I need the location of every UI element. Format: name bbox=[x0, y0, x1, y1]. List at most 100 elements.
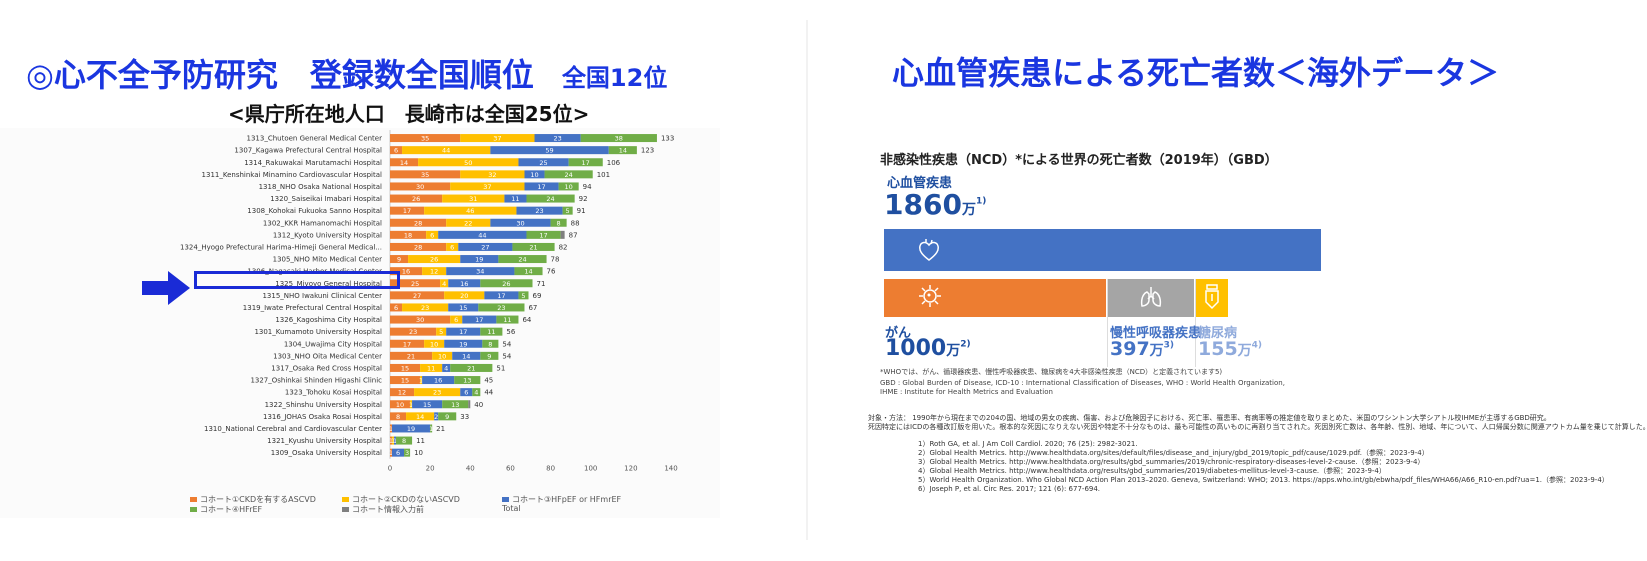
legend-label: コホート情報入力前 bbox=[352, 505, 424, 514]
legend-item: Total bbox=[502, 504, 521, 513]
bar-value-label: 23 bbox=[497, 304, 505, 312]
bar-segment bbox=[498, 255, 547, 264]
bar-value-label: 17 bbox=[582, 159, 590, 167]
bar-value-label: 46 bbox=[466, 207, 474, 215]
cvd-label: 心血管疾患 bbox=[887, 176, 953, 191]
bar-value-label: 1 bbox=[409, 401, 413, 409]
category-label: 1309_Osaka University Hospital bbox=[271, 449, 382, 457]
bar-segment bbox=[420, 376, 423, 385]
respiratory-block bbox=[1108, 279, 1194, 317]
category-label: 1314_Rakuwakai Marutamachi Hospital bbox=[244, 159, 382, 167]
bar-value-label: 11 bbox=[427, 364, 435, 372]
bar-segment bbox=[402, 146, 491, 155]
bar-value-label: 17 bbox=[537, 183, 545, 191]
legend-swatch bbox=[502, 497, 509, 502]
legend-label: コホート④HFrEF bbox=[200, 505, 263, 514]
bar-value-label: 23 bbox=[433, 389, 441, 397]
bar-segment bbox=[468, 400, 471, 409]
category-label: 1318_NHO Osaka National Hospital bbox=[259, 183, 382, 191]
bar-segment bbox=[534, 134, 581, 143]
bar-segment bbox=[440, 279, 449, 288]
category-label: 1323_Tohoku Kosai Hospital bbox=[285, 389, 382, 397]
bar-value-label: 6 bbox=[454, 316, 458, 324]
bar-value-label: 1 bbox=[419, 377, 423, 385]
total-label: 92 bbox=[579, 195, 588, 203]
bar-segment bbox=[390, 267, 423, 276]
cvd-number: 1860 bbox=[884, 188, 962, 221]
bar-segment bbox=[418, 158, 519, 167]
category-label: 1302_KKR Hamanomachi Hospital bbox=[263, 219, 382, 227]
bar-value-label: 1 bbox=[429, 425, 433, 433]
registration-chart-area: 1313_Chutoen General Medical Center 35 37 2… bbox=[0, 128, 720, 518]
bar-segment bbox=[390, 230, 427, 239]
category-label: 1304_Uwajima City Hospital bbox=[284, 340, 382, 348]
bar-value-label: 17 bbox=[497, 292, 505, 300]
bar-segment bbox=[390, 448, 393, 457]
cancer-cell-icon bbox=[919, 285, 941, 307]
bar-value-label: 4 bbox=[442, 280, 446, 288]
x-tick-label: 140 bbox=[664, 465, 677, 473]
bar-value-label: 17 bbox=[403, 207, 411, 215]
bar-value-label: 15 bbox=[401, 364, 409, 372]
bar-value-label: 14 bbox=[619, 147, 627, 155]
respiratory-ref: 3) bbox=[1163, 340, 1175, 351]
total-label: 94 bbox=[583, 183, 592, 191]
total-label: 88 bbox=[571, 219, 580, 227]
bar-segment bbox=[460, 134, 535, 143]
bar-value-label: 25 bbox=[539, 159, 547, 167]
heart-icon bbox=[919, 239, 939, 261]
bar-value-label: 8 bbox=[396, 413, 400, 421]
bar-segment bbox=[390, 146, 403, 155]
bar-segment bbox=[480, 351, 499, 360]
right-slide-title: 心血管疾患による死亡者数＜海外データ＞ bbox=[892, 54, 1500, 92]
x-tick-label: 0 bbox=[388, 465, 392, 473]
cvd-ref: 1) bbox=[975, 196, 987, 207]
cancer-label: がん bbox=[885, 326, 912, 341]
bar-value-label: 20 bbox=[460, 292, 468, 300]
reference-item: 6）Joseph P, et al. Circ Res. 2017; 121 (… bbox=[918, 485, 1101, 493]
bar-value-label: 10 bbox=[396, 401, 404, 409]
bar-segment bbox=[434, 412, 439, 421]
bar-value-label: 12 bbox=[430, 268, 438, 276]
category-label: 1313_Chutoen General Medical Center bbox=[247, 135, 383, 143]
bar-value-label: 37 bbox=[493, 135, 501, 143]
legend-swatch bbox=[342, 497, 349, 502]
left-title-text: ◎心不全予防研究 登録数全国順位 bbox=[26, 56, 534, 94]
bar-value-label: 1 bbox=[389, 449, 393, 457]
bar-segment bbox=[390, 170, 461, 179]
total-label: 33 bbox=[460, 413, 469, 421]
total-label: 44 bbox=[484, 389, 493, 397]
bar-value-label: 30 bbox=[516, 219, 524, 227]
left-slide-subtitle: <県庁所在地人口 長崎市は全国25位> bbox=[228, 102, 590, 126]
bar-value-label: 38 bbox=[615, 135, 623, 143]
bar-segment bbox=[516, 206, 563, 215]
bar-value-label: 9 bbox=[445, 413, 449, 421]
bar-value-label: 14 bbox=[400, 159, 408, 167]
bar-segment bbox=[414, 388, 461, 397]
bar-segment bbox=[446, 267, 515, 276]
bar-segment bbox=[514, 267, 543, 276]
bar-segment bbox=[390, 158, 419, 167]
bar-segment bbox=[568, 158, 603, 167]
legend-item: コホート②CKDのないASCVD bbox=[342, 494, 460, 505]
bar-segment bbox=[446, 242, 459, 251]
bar-value-label: 12 bbox=[398, 389, 406, 397]
bar-value-label: 24 bbox=[518, 256, 526, 264]
legend-swatch bbox=[190, 497, 197, 502]
bar-segment bbox=[390, 388, 415, 397]
bar-value-label: 23 bbox=[553, 135, 561, 143]
legend-label: Total bbox=[502, 504, 521, 513]
lungs-icon bbox=[1140, 287, 1162, 307]
gbd-footnote: GBD : Global Burden of Disease, ICD-10 :… bbox=[880, 379, 1285, 387]
x-tick-label: 80 bbox=[546, 465, 555, 473]
total-label: 91 bbox=[577, 207, 586, 215]
cancer-ref: 2) bbox=[960, 339, 971, 350]
category-label: 1320_Saiseikai Imabari Hospital bbox=[270, 195, 382, 203]
bar-segment bbox=[448, 279, 481, 288]
ihme-footnote: IHME : Institute for Health Metrics and … bbox=[880, 388, 1053, 396]
bar-value-label: 16 bbox=[402, 268, 410, 276]
bar-value-label: 21 bbox=[467, 364, 475, 372]
bar-segment bbox=[442, 194, 505, 203]
divider-line bbox=[1195, 279, 1196, 367]
bar-value-label: 19 bbox=[407, 425, 415, 433]
